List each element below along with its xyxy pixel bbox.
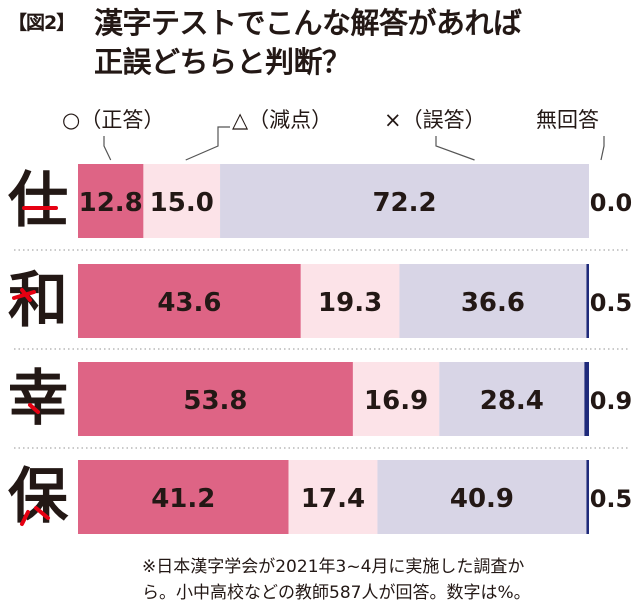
bar-segment-correct	[78, 362, 353, 436]
value-label-wrong: 28.4	[480, 386, 544, 416]
value-label-correct: 41.2	[151, 484, 215, 514]
chart-title: 漢字テストでこんな解答があれば 正誤どちらと判断？	[94, 4, 522, 82]
kanji-accent-stroke	[12, 288, 36, 302]
legend-leader-no-answer	[600, 136, 605, 161]
bar-segment-no-answer	[586, 460, 589, 534]
legend-leader-reduced	[185, 126, 230, 161]
value-label-wrong: 72.2	[372, 188, 436, 218]
bar-segment-no-answer	[586, 264, 589, 338]
legend-no-answer: 無回答	[536, 108, 599, 132]
category-label: 幸	[8, 364, 68, 434]
value-label-wrong: 40.9	[450, 484, 514, 514]
chart-title-line-1: 漢字テストでこんな解答があれば	[94, 6, 522, 40]
value-label-correct: 43.6	[157, 288, 221, 318]
footnote-line-1: ※日本漢字学会が2021年3~4月に実施した調査か	[142, 557, 525, 577]
category-label: 和	[8, 266, 68, 336]
value-label-reduced: 17.4	[301, 484, 365, 514]
bar-segment-reduced	[143, 164, 221, 238]
figure-tag: 【図2】	[8, 12, 75, 34]
kanji-accent-stroke	[20, 506, 50, 526]
value-label-reduced: 16.9	[364, 386, 428, 416]
kanji-accent-stroke	[28, 403, 40, 414]
value-label-correct: 12.8	[79, 188, 143, 218]
bar-segment-wrong	[377, 460, 587, 534]
bar-segment-wrong	[439, 362, 585, 436]
value-label-no-answer: 0.0	[590, 189, 633, 217]
value-label-no-answer: 0.5	[590, 485, 633, 513]
category-label: 仕	[8, 166, 68, 236]
legend-wrong: ×（誤答）	[384, 108, 486, 132]
category-label: 保	[8, 462, 69, 532]
bar-segment-reduced	[352, 362, 440, 436]
value-label-no-answer: 0.5	[590, 289, 633, 317]
legend-reduced: △（減点）	[232, 108, 333, 132]
bar-segment-reduced	[288, 460, 378, 534]
bar-segment-wrong	[220, 164, 590, 238]
bar-segment-no-answer	[584, 362, 589, 436]
legend-leader-wrong	[435, 136, 475, 161]
value-label-reduced: 15.0	[150, 188, 214, 218]
bar-segment-correct	[78, 460, 289, 534]
bar-segment-wrong	[399, 264, 587, 338]
bar-segment-correct	[78, 264, 301, 338]
value-label-no-answer: 0.9	[590, 387, 633, 415]
bar-segment-reduced	[300, 264, 400, 338]
footnote: ※日本漢字学会が2021年3~4月に実施した調査か ら。小中高校などの教師587…	[142, 554, 531, 606]
chart-title-line-2: 正誤どちらと判断？	[94, 45, 351, 79]
value-label-wrong: 36.6	[461, 288, 525, 318]
footnote-line-2: ら。小中高校などの教師587人が回答。数字は%。	[142, 583, 531, 603]
legend-leader-correct	[103, 136, 112, 161]
bar-segment-correct	[78, 164, 144, 238]
legend-correct: ○（正答）	[62, 108, 165, 132]
value-label-correct: 53.8	[183, 386, 247, 416]
value-label-reduced: 19.3	[318, 288, 382, 318]
